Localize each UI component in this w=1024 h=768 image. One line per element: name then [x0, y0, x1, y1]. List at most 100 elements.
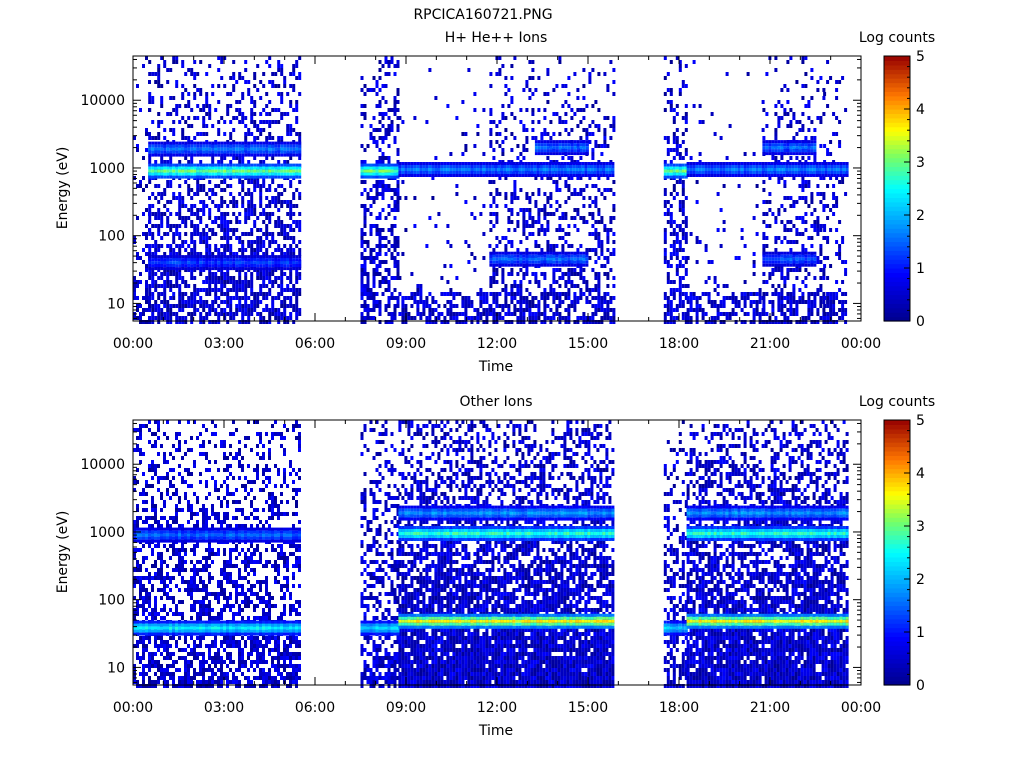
heatmap-cell	[663, 252, 667, 256]
heatmap-cell	[666, 136, 670, 140]
heatmap-cell	[184, 136, 188, 140]
heatmap-cell	[449, 308, 453, 312]
heatmap-cell	[540, 312, 544, 316]
energy-band-cell	[467, 162, 471, 165]
energy-band-cell	[160, 261, 164, 265]
energy-band-cell	[214, 147, 218, 151]
heatmap-cell	[181, 316, 185, 320]
heatmap-cell	[241, 116, 245, 120]
heatmap-cell	[298, 240, 302, 244]
heatmap-cell	[390, 56, 394, 60]
energy-band-cell	[238, 153, 242, 157]
heatmap-cell	[755, 300, 759, 304]
heatmap-cell	[166, 300, 170, 304]
heatmap-cell	[387, 64, 391, 68]
heatmap-cell	[172, 132, 176, 136]
heatmap-cell	[558, 204, 562, 208]
heatmap-cell	[561, 236, 565, 240]
heatmap-cell	[211, 84, 215, 88]
heatmap-cell	[777, 176, 781, 180]
heatmap-cell	[792, 312, 796, 316]
heatmap-cell	[181, 300, 185, 304]
heatmap-cell	[823, 320, 827, 324]
heatmap-cell	[519, 320, 523, 324]
heatmap-cell	[145, 148, 148, 152]
heatmap-cell	[217, 132, 221, 136]
heatmap-cell	[455, 116, 459, 120]
heatmap-cell	[410, 272, 414, 276]
heatmap-cell	[268, 200, 272, 204]
heatmap-cell	[160, 56, 164, 60]
heatmap-cell	[546, 132, 550, 136]
energy-band-cell	[280, 147, 284, 151]
energy-band-cell	[181, 264, 185, 268]
energy-band-cell	[256, 267, 260, 271]
energy-band-cell	[262, 172, 266, 176]
heatmap-cell	[363, 304, 367, 308]
heatmap-cell	[205, 96, 209, 100]
energy-band-cell	[151, 163, 155, 167]
energy-band-cell	[166, 141, 170, 145]
heatmap-cell	[226, 184, 230, 188]
heatmap-cell	[265, 292, 269, 296]
heatmap-cell	[280, 136, 284, 140]
heatmap-cell	[232, 72, 236, 76]
energy-band-cell	[229, 169, 233, 173]
heatmap-cell	[172, 304, 176, 308]
heatmap-cell	[507, 308, 511, 312]
heatmap-cell	[446, 104, 450, 108]
energy-band-cell	[202, 141, 206, 145]
energy-band-cell	[172, 175, 176, 179]
heatmap-cell	[504, 116, 508, 120]
heatmap-cell	[789, 320, 793, 324]
heatmap-cell	[407, 316, 411, 320]
heatmap-cell	[844, 308, 848, 312]
heatmap-cell	[582, 312, 586, 316]
heatmap-cell	[211, 280, 215, 284]
heatmap-cell	[413, 116, 417, 120]
heatmap-cell	[187, 104, 191, 108]
heatmap-cell	[229, 296, 233, 300]
heatmap-cell	[597, 144, 601, 148]
heatmap-cell	[271, 80, 275, 84]
heatmap-cell	[510, 112, 514, 116]
heatmap-cell	[819, 200, 823, 204]
heatmap-cell	[283, 200, 287, 204]
heatmap-cell	[259, 284, 263, 288]
heatmap-cell	[570, 280, 574, 284]
heatmap-cell	[229, 244, 233, 248]
heatmap-cell	[157, 80, 161, 84]
energy-band-cell	[238, 144, 242, 148]
heatmap-cell	[220, 156, 224, 160]
energy-band-cell	[157, 258, 161, 262]
heatmap-cell	[684, 120, 688, 124]
heatmap-cell	[265, 188, 269, 192]
heatmap-cell	[274, 248, 278, 252]
heatmap-cell	[151, 120, 155, 124]
heatmap-cell	[363, 300, 367, 304]
heatmap-cell	[419, 288, 423, 292]
energy-band-cell	[172, 258, 176, 262]
heatmap-cell	[752, 292, 756, 296]
heatmap-cell	[678, 60, 682, 64]
heatmap-cell	[540, 224, 544, 228]
heatmap-cell	[695, 312, 699, 316]
heatmap-cell	[669, 100, 673, 104]
heatmap-cell	[675, 264, 679, 268]
heatmap-cell	[707, 300, 711, 304]
heatmap-cell	[543, 204, 547, 208]
heatmap-cell	[597, 304, 601, 308]
heatmap-cell	[396, 128, 400, 132]
heatmap-cell	[822, 88, 826, 92]
heatmap-cell	[151, 296, 155, 300]
heatmap-cell	[160, 312, 164, 316]
heatmap-cell	[366, 284, 370, 288]
heatmap-cell	[413, 196, 417, 200]
energy-band-cell	[419, 168, 423, 171]
figure-title: RPCICA160721.PNG	[413, 7, 552, 23]
energy-band-cell	[247, 166, 251, 170]
heatmap-cell	[476, 124, 480, 128]
heatmap-cell	[253, 104, 257, 108]
heatmap-cell	[416, 300, 420, 304]
heatmap-cell	[537, 212, 541, 216]
